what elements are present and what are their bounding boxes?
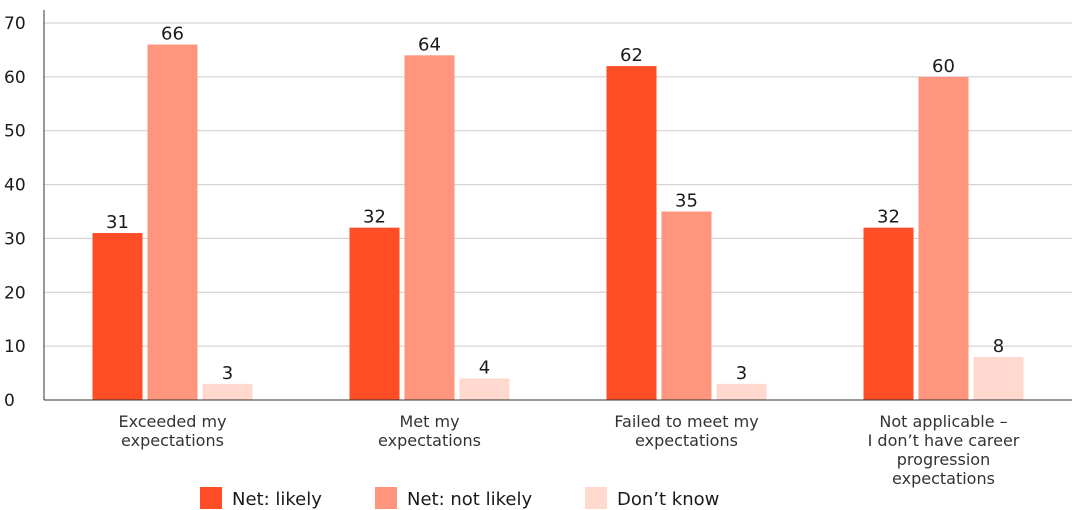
bar-value-label: 31 xyxy=(106,212,129,233)
bar-value-label: 60 xyxy=(932,56,955,77)
x-category-label: Exceeded my expectations xyxy=(118,412,226,450)
y-tick-label: 60 xyxy=(4,68,26,88)
bar-value-label: 3 xyxy=(736,363,747,384)
y-tick-label: 70 xyxy=(4,14,26,34)
gridlines xyxy=(44,22,1072,347)
legend-swatch xyxy=(375,487,397,509)
bar-value-label: 66 xyxy=(161,24,184,45)
bar-value-label: 62 xyxy=(620,45,643,66)
bar xyxy=(147,44,198,401)
x-category-label-line: expectations xyxy=(378,431,481,450)
value-labels: 31 66 3 32 64 4 62 35 3 32 60 8 xyxy=(106,24,1004,384)
x-category-label: Not applicable – I don’t have career progr… xyxy=(868,412,1020,488)
bar xyxy=(349,227,400,400)
y-tick-label: 0 xyxy=(4,391,15,411)
legend-swatch xyxy=(200,487,222,509)
bars xyxy=(92,44,1024,401)
bar-value-label: 35 xyxy=(675,191,698,212)
bar-value-label: 8 xyxy=(993,336,1004,357)
x-category-label-line: Failed to meet my xyxy=(614,412,758,431)
x-category-label-line: expectations xyxy=(635,431,738,450)
legend: Net: likely Net: not likely Don’t know xyxy=(200,487,719,510)
bar-value-label: 64 xyxy=(418,34,441,55)
bar xyxy=(973,356,1024,400)
bar xyxy=(92,233,143,400)
bar-value-label: 32 xyxy=(877,207,900,228)
bar-value-label: 32 xyxy=(363,207,386,228)
bar xyxy=(716,383,767,400)
y-tick-label: 50 xyxy=(4,122,26,142)
legend-swatch xyxy=(585,487,607,509)
bar-value-label: 3 xyxy=(222,363,233,384)
x-category-label-line: progression xyxy=(897,450,990,469)
bar xyxy=(202,383,253,400)
bar-value-label: 4 xyxy=(479,357,490,378)
y-tick-label: 10 xyxy=(4,337,26,357)
x-category-label: Failed to meet my expectations xyxy=(614,412,758,450)
legend-label: Net: not likely xyxy=(407,489,532,510)
bar xyxy=(863,227,914,400)
y-tick-label: 40 xyxy=(4,176,26,196)
bar xyxy=(918,76,969,400)
bar xyxy=(404,55,455,401)
x-category-label-line: Not applicable – xyxy=(879,412,1007,431)
y-tick-label: 30 xyxy=(4,229,26,249)
legend-label: Don’t know xyxy=(617,489,719,510)
y-axis: 0 10 20 30 40 50 60 70 xyxy=(4,10,45,411)
x-category-label-line: expectations xyxy=(121,431,224,450)
y-tick-label: 20 xyxy=(4,283,26,303)
bar xyxy=(606,66,657,400)
x-category-label: Met my expectations xyxy=(378,412,481,450)
legend-label: Net: likely xyxy=(232,489,322,510)
x-category-label-line: I don’t have career xyxy=(868,431,1020,450)
x-category-label-line: Met my xyxy=(399,412,459,431)
bar xyxy=(661,211,712,400)
x-category-label-line: Exceeded my xyxy=(118,412,226,431)
x-category-label-line: expectations xyxy=(892,469,995,488)
bar xyxy=(459,378,510,400)
